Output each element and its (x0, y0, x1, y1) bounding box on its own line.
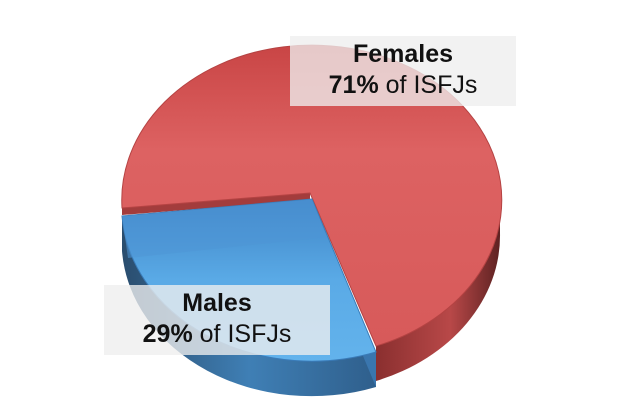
label-males-percent: 29% (142, 320, 193, 348)
label-males-name: Males (182, 289, 252, 317)
label-females-name: Females (352, 40, 454, 68)
slice-females-side (376, 198, 501, 381)
label-females-suffix: of ISFJs (385, 71, 478, 99)
label-females-percent: 71% (328, 71, 379, 99)
slice-females-cut (122, 193, 310, 215)
label-males-suffix: of ISFJs (199, 320, 292, 348)
slice-males-highlight (122, 199, 327, 258)
label-females: Females 71% of ISFJs (290, 36, 516, 106)
label-males: Males 29% of ISFJs (104, 285, 330, 355)
